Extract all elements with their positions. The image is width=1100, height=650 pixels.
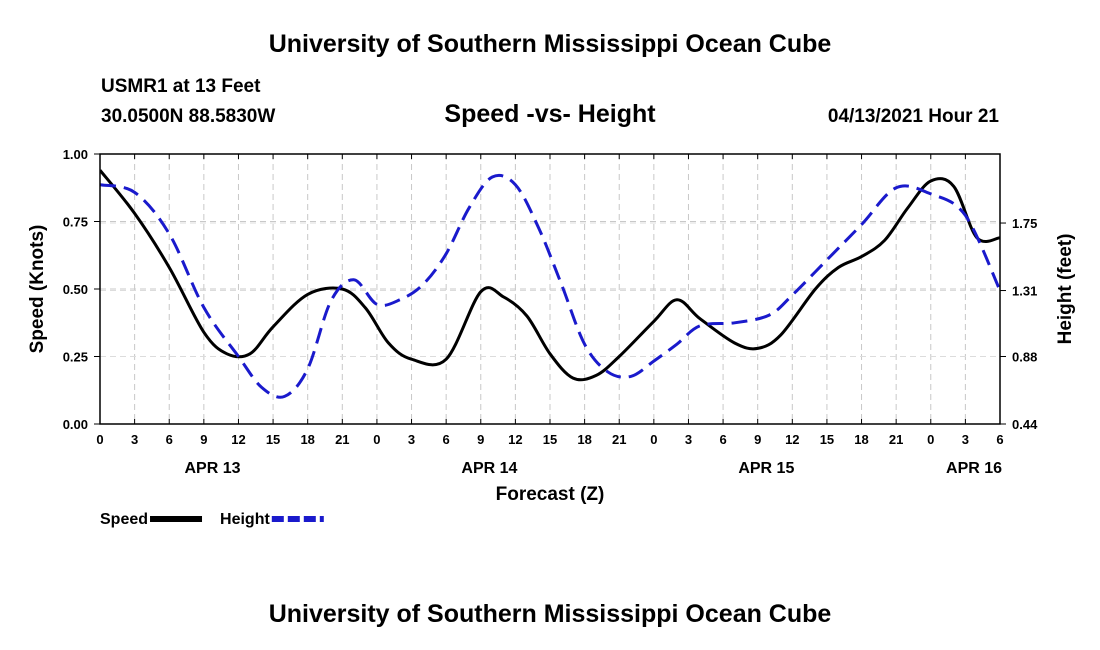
- chart-title: Speed -vs- Height: [444, 100, 656, 128]
- x-axis-label: Forecast (Z): [496, 484, 605, 505]
- x-tick-label: 15: [266, 432, 280, 447]
- series-group: [100, 169, 1000, 399]
- x-tick-label: 9: [477, 432, 484, 447]
- date-label: APR 15: [738, 460, 794, 477]
- x-tick-label: 18: [577, 432, 591, 447]
- station-name: USMR1 at 13 Feet: [101, 76, 261, 97]
- grid: [100, 154, 1000, 424]
- x-tick-label: 12: [231, 432, 245, 447]
- x-tick-label: 3: [962, 432, 969, 447]
- y2-tick-label: 0.88: [1012, 350, 1037, 365]
- legend-label-height: Height: [220, 511, 270, 528]
- y-tick-label: 1.00: [63, 147, 88, 162]
- legend-label-speed: Speed: [100, 511, 148, 528]
- y-tick-label: 0.25: [63, 350, 88, 365]
- date-label: APR 16: [946, 460, 1002, 477]
- x-tick-label: 6: [443, 432, 450, 447]
- x-tick-label: 6: [719, 432, 726, 447]
- footer-title: University of Southern Mississippi Ocean…: [268, 600, 832, 628]
- x-tick-label: 3: [685, 432, 692, 447]
- x-tick-label: 0: [373, 432, 380, 447]
- x-tick-label: 6: [996, 432, 1003, 447]
- x-tick-label: 9: [754, 432, 761, 447]
- y-tick-label: 0.00: [63, 417, 88, 432]
- x-tick-label: 0: [96, 432, 103, 447]
- date-label: APR 13: [184, 460, 240, 477]
- x-tick-label: 18: [854, 432, 868, 447]
- x-tick-label: 18: [300, 432, 314, 447]
- x-tick-label: 15: [820, 432, 834, 447]
- x-tick-label: 21: [612, 432, 626, 447]
- x-tick-label: 21: [889, 432, 903, 447]
- x-tick-label: 21: [335, 432, 349, 447]
- speed-series-line: [100, 169, 1000, 382]
- station-coordinates: 30.0500N 88.5830W: [101, 106, 276, 127]
- x-tick-label: 0: [650, 432, 657, 447]
- x-tick-label: 12: [785, 432, 799, 447]
- y-axis-label: Speed (Knots): [27, 225, 48, 354]
- x-tick-label: 3: [131, 432, 138, 447]
- height-series-line: [100, 173, 1000, 399]
- y2-tick-label: 1.31: [1012, 284, 1037, 299]
- y-tick-label: 0.50: [63, 282, 88, 297]
- y2-axis-label: Height (feet): [1055, 234, 1076, 345]
- forecast-datetime: 04/13/2021 Hour 21: [827, 106, 999, 127]
- legend: Speed Height: [100, 511, 324, 528]
- x-tick-label: 15: [543, 432, 557, 447]
- x-tick-label: 12: [508, 432, 522, 447]
- x-tick-label: 0: [927, 432, 934, 447]
- y2-tick-label: 1.75: [1012, 216, 1037, 231]
- ticks: 0 3 6 9 12 15 18 21 0 3 6 9 12 15 18 21 0 3 6 9 12 15 18 21 0 3 60…: [63, 147, 1038, 477]
- y-tick-label: 0.75: [63, 215, 88, 230]
- header-title: University of Southern Mississippi Ocean…: [268, 30, 832, 58]
- date-label: APR 14: [461, 460, 517, 477]
- y2-tick-label: 0.44: [1012, 417, 1038, 432]
- x-tick-label: 6: [166, 432, 173, 447]
- x-tick-label: 9: [200, 432, 207, 447]
- x-tick-label: 3: [408, 432, 415, 447]
